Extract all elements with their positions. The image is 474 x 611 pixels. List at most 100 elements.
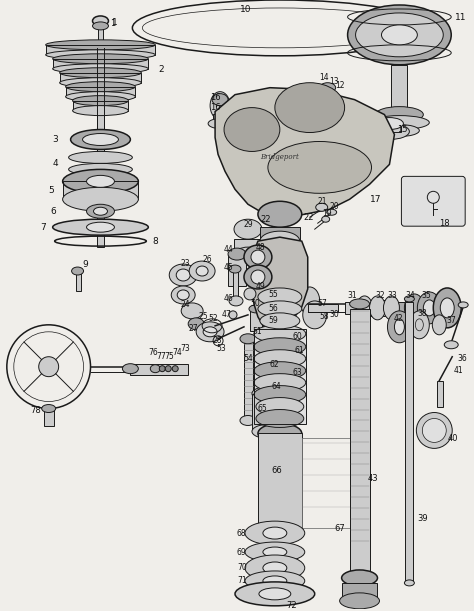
Text: 13: 13 xyxy=(329,77,339,86)
Ellipse shape xyxy=(356,296,373,320)
Text: 22: 22 xyxy=(304,213,314,222)
Text: 4: 4 xyxy=(53,159,58,168)
Text: 57: 57 xyxy=(318,299,328,309)
Ellipse shape xyxy=(87,222,114,232)
Text: 75: 75 xyxy=(164,352,174,361)
Bar xyxy=(75,271,81,291)
Ellipse shape xyxy=(327,209,337,215)
Ellipse shape xyxy=(254,362,306,379)
Circle shape xyxy=(416,412,452,448)
Ellipse shape xyxy=(254,325,306,343)
Text: 63: 63 xyxy=(293,368,302,377)
Text: 35: 35 xyxy=(421,291,431,301)
Text: 12: 12 xyxy=(336,81,345,90)
Text: 58: 58 xyxy=(319,312,329,321)
Ellipse shape xyxy=(92,16,109,26)
Ellipse shape xyxy=(46,50,155,60)
Text: 66: 66 xyxy=(272,466,283,475)
Circle shape xyxy=(229,311,237,319)
Ellipse shape xyxy=(375,106,423,123)
Text: 61: 61 xyxy=(295,346,304,355)
Ellipse shape xyxy=(244,265,272,289)
Text: 64: 64 xyxy=(272,382,282,391)
Bar xyxy=(60,73,141,82)
Text: 67: 67 xyxy=(335,524,346,533)
Ellipse shape xyxy=(275,82,345,133)
Ellipse shape xyxy=(260,231,300,251)
Ellipse shape xyxy=(210,92,230,120)
Ellipse shape xyxy=(244,245,272,269)
Ellipse shape xyxy=(263,547,287,557)
Ellipse shape xyxy=(350,299,370,309)
Bar xyxy=(260,227,300,241)
FancyBboxPatch shape xyxy=(401,177,465,226)
Text: 74: 74 xyxy=(172,348,182,357)
Bar xyxy=(394,302,412,314)
Circle shape xyxy=(39,357,59,376)
Ellipse shape xyxy=(234,219,262,239)
Text: 16: 16 xyxy=(210,103,221,112)
Bar xyxy=(302,439,356,528)
Text: 39: 39 xyxy=(417,514,428,522)
Ellipse shape xyxy=(229,296,243,306)
Circle shape xyxy=(244,288,256,300)
Ellipse shape xyxy=(92,22,109,30)
Ellipse shape xyxy=(93,207,108,215)
Ellipse shape xyxy=(69,152,132,163)
Ellipse shape xyxy=(245,555,305,581)
Ellipse shape xyxy=(382,25,417,45)
Ellipse shape xyxy=(73,96,128,106)
Ellipse shape xyxy=(65,92,136,101)
Bar xyxy=(345,302,365,314)
Bar xyxy=(97,48,104,163)
Text: 36: 36 xyxy=(457,354,467,363)
Text: 77: 77 xyxy=(156,352,166,361)
Bar xyxy=(73,101,128,111)
Text: 3: 3 xyxy=(53,135,58,144)
Text: 59: 59 xyxy=(268,316,278,325)
Bar xyxy=(63,181,138,199)
Bar xyxy=(254,329,306,425)
Text: 50: 50 xyxy=(250,299,260,309)
Bar xyxy=(65,87,136,97)
Ellipse shape xyxy=(234,247,262,263)
Ellipse shape xyxy=(249,305,263,313)
Ellipse shape xyxy=(224,108,280,152)
Text: 6: 6 xyxy=(51,207,56,216)
Ellipse shape xyxy=(370,115,429,130)
Ellipse shape xyxy=(122,364,138,374)
Ellipse shape xyxy=(263,562,287,574)
Text: 60: 60 xyxy=(293,332,302,342)
Bar xyxy=(405,302,413,583)
Ellipse shape xyxy=(42,404,55,412)
Text: 73: 73 xyxy=(180,344,190,353)
Ellipse shape xyxy=(380,125,419,136)
Bar xyxy=(252,393,284,431)
Text: 24: 24 xyxy=(180,301,190,309)
Text: 62: 62 xyxy=(270,360,280,369)
Ellipse shape xyxy=(71,130,130,150)
Circle shape xyxy=(172,366,178,371)
Text: 68: 68 xyxy=(237,529,246,538)
Ellipse shape xyxy=(87,175,114,188)
Text: 42: 42 xyxy=(393,314,403,323)
Text: 70: 70 xyxy=(237,563,247,573)
Ellipse shape xyxy=(53,219,148,235)
Bar xyxy=(65,87,136,97)
Ellipse shape xyxy=(208,119,232,128)
Ellipse shape xyxy=(251,270,265,284)
Text: 76: 76 xyxy=(148,348,158,357)
Ellipse shape xyxy=(69,163,132,175)
Circle shape xyxy=(422,419,446,442)
Ellipse shape xyxy=(60,68,141,78)
Ellipse shape xyxy=(53,64,148,74)
Ellipse shape xyxy=(203,327,217,337)
Bar xyxy=(97,137,104,247)
Text: 25: 25 xyxy=(198,312,208,321)
Ellipse shape xyxy=(417,292,441,324)
Text: 41: 41 xyxy=(453,366,463,375)
Bar xyxy=(250,309,262,331)
Ellipse shape xyxy=(94,45,107,51)
Bar xyxy=(46,45,155,55)
Ellipse shape xyxy=(189,261,215,281)
